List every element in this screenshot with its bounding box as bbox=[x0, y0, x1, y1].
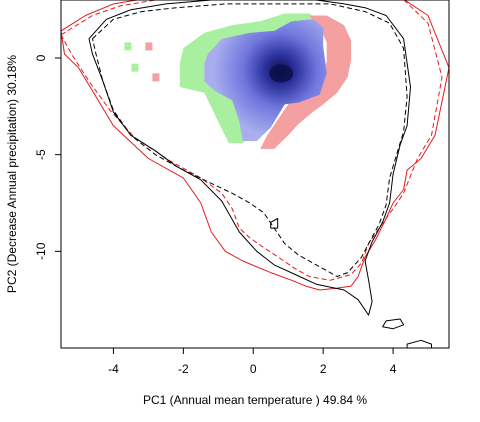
patch-green-1 bbox=[131, 63, 139, 72]
plot-area bbox=[61, 0, 449, 348]
x-tick-label: 0 bbox=[250, 362, 257, 376]
contour-black-solid-4 bbox=[382, 318, 405, 330]
contour-black-solid-6 bbox=[270, 218, 279, 229]
y-axis-title: PC2 (Decrease Annual precipitation) 30.1… bbox=[5, 55, 19, 293]
patch-green-0 bbox=[124, 42, 132, 51]
contour-red-solid-0 bbox=[61, 0, 449, 291]
x-tick-label: -2 bbox=[178, 362, 189, 376]
x-tick-label: 4 bbox=[390, 362, 397, 376]
red-region bbox=[260, 15, 352, 149]
y-axis: 0 -5 -10 bbox=[34, 54, 61, 260]
x-tick-label: 2 bbox=[320, 362, 327, 376]
blue-density-region bbox=[204, 19, 327, 142]
plot-frame bbox=[60, 0, 450, 349]
x-axis-title: PC1 (Annual mean temperature ) 49.84 % bbox=[143, 393, 367, 407]
contour-black-solid-5 bbox=[406, 339, 432, 348]
patch-red-3 bbox=[152, 73, 160, 82]
contour-black-dashed-3 bbox=[92, 3, 408, 277]
x-axis: -4 -2 0 2 4 bbox=[108, 348, 397, 376]
contour-red-dashed-1 bbox=[61, 0, 443, 281]
y-tick-label: 0 bbox=[34, 54, 48, 61]
patch-red-2 bbox=[145, 42, 153, 51]
y-tick-label: -5 bbox=[34, 149, 48, 160]
density-peak bbox=[269, 64, 294, 83]
contour-black-solid-2 bbox=[88, 0, 411, 316]
y-tick-label: -10 bbox=[34, 242, 48, 260]
x-tick-label: -4 bbox=[108, 362, 119, 376]
